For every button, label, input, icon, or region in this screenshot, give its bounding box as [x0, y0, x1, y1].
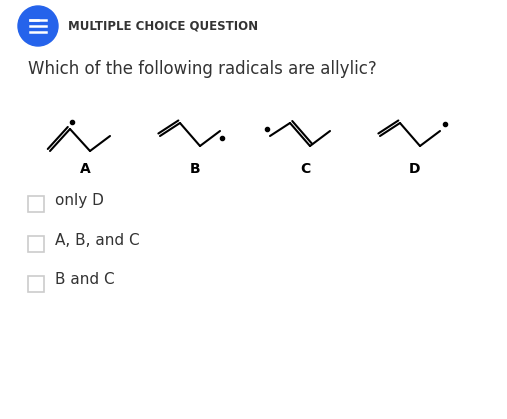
- Text: A: A: [80, 162, 90, 176]
- Text: C: C: [300, 162, 310, 176]
- Circle shape: [18, 6, 58, 46]
- Text: MULTIPLE CHOICE QUESTION: MULTIPLE CHOICE QUESTION: [68, 20, 258, 33]
- Text: Which of the following radicals are allylic?: Which of the following radicals are ally…: [28, 60, 377, 78]
- FancyBboxPatch shape: [28, 236, 44, 252]
- Text: only D: only D: [55, 192, 104, 207]
- FancyBboxPatch shape: [28, 276, 44, 292]
- FancyBboxPatch shape: [28, 196, 44, 212]
- Text: B and C: B and C: [55, 272, 115, 287]
- Text: A, B, and C: A, B, and C: [55, 233, 139, 248]
- Text: D: D: [409, 162, 421, 176]
- Text: B: B: [190, 162, 200, 176]
